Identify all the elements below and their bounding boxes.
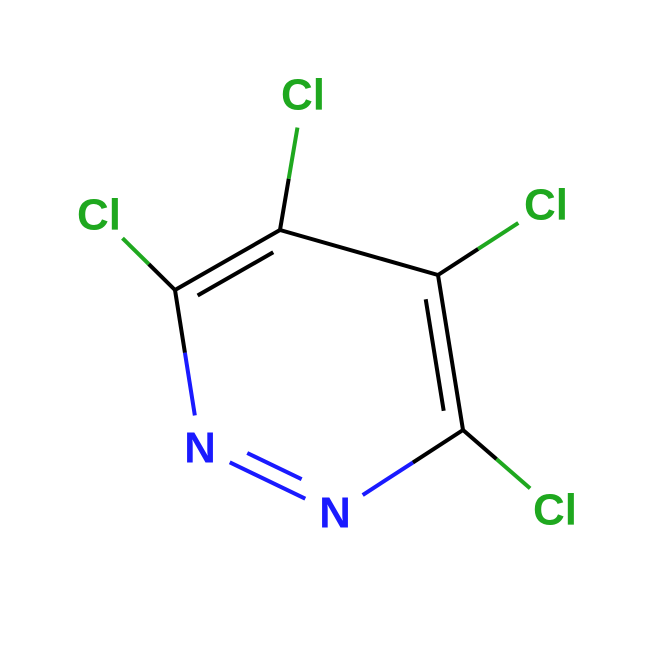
bond-line — [149, 264, 175, 290]
atom-label-cl4: Cl — [281, 71, 325, 120]
bond-line — [438, 249, 478, 275]
atom-label-n1: N — [319, 489, 351, 538]
bond-line — [497, 459, 531, 488]
bond-line — [463, 430, 497, 459]
bond-line — [413, 430, 463, 463]
bond-line — [185, 353, 195, 416]
atom-label-cl5: Cl — [524, 181, 568, 230]
bond-line — [175, 290, 185, 353]
molecule-canvas: N N Cl Cl Cl Cl — [0, 0, 652, 654]
bond-line — [426, 299, 444, 411]
bond-line — [175, 230, 280, 290]
atom-label-cl3: Cl — [77, 191, 121, 240]
bond-line — [122, 238, 148, 264]
bond-line — [280, 230, 438, 275]
atom-label-n2: N — [184, 424, 216, 473]
atom-label-cl6: Cl — [533, 486, 577, 535]
bond-line — [478, 223, 518, 249]
bond-line — [198, 252, 274, 295]
bond-line — [280, 179, 289, 230]
bond-line — [289, 128, 298, 179]
bond-line — [363, 463, 413, 496]
bond-line — [230, 462, 306, 498]
